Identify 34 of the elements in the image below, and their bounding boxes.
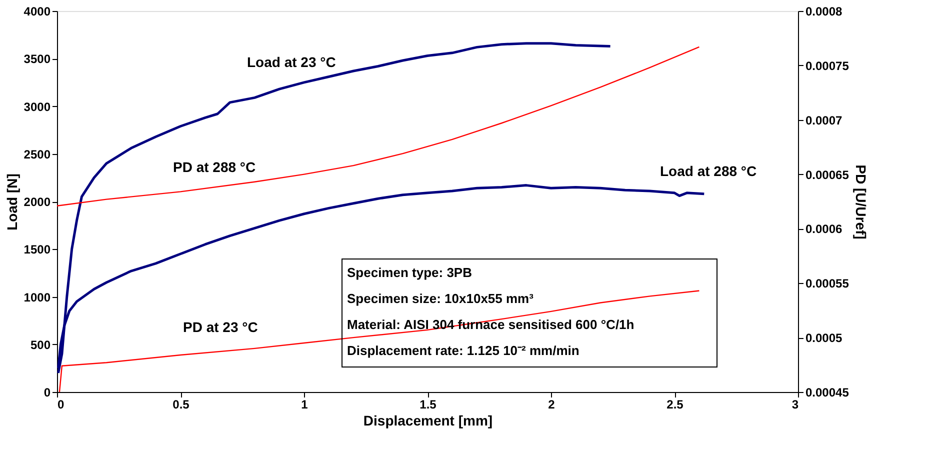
y2-tick-label: 0.0008 — [806, 4, 843, 18]
y2-tick-label: 0.00055 — [806, 276, 850, 291]
annotation: Displacement rate: 1.125 10⁻² mm/min — [347, 343, 580, 358]
annotation: PD at 288 °C — [173, 159, 256, 175]
annotation: PD at 23 °C — [183, 319, 258, 335]
y2-tick-label: 0.0005 — [806, 331, 843, 346]
y-tick-label: 1000 — [24, 290, 51, 304]
annotation: Specimen size: 10x10x55 mm³ — [347, 291, 534, 306]
y-tick-label: 3000 — [24, 100, 51, 114]
x-tick-label: 2 — [548, 398, 556, 412]
y2-tick-label: 0.0006 — [806, 222, 843, 236]
x-tick-label: 2.5 — [666, 398, 684, 412]
annotation: Load at 288 °C — [660, 163, 757, 179]
y-tick-label: 0 — [44, 386, 51, 400]
y-tick-label: 3500 — [24, 52, 51, 66]
y2-tick-label: 0.00065 — [806, 168, 850, 182]
y-tick-label: 500 — [30, 338, 51, 352]
y2-tick-label: 0.00045 — [806, 386, 850, 400]
x-tick-label: 1 — [301, 398, 308, 412]
y2-tick-label: 0.00075 — [806, 58, 850, 73]
annotation: Specimen type: 3PB — [347, 265, 472, 280]
y-tick-label: 4000 — [24, 4, 51, 18]
x-tick-label: 3 — [792, 398, 799, 412]
y-tick-label: 2000 — [24, 195, 51, 209]
annotation: Load at 23 °C — [247, 54, 336, 70]
y2-axis-title: PD [U/Uref] — [852, 164, 869, 240]
y2-tick-label: 0.0007 — [806, 113, 843, 128]
y-tick-label: 1500 — [24, 242, 51, 257]
x-tick-label: 0.5 — [172, 398, 190, 412]
y-tick-label: 2500 — [24, 147, 51, 162]
x-tick-label: 1.5 — [420, 398, 437, 412]
y-axis-title: Load [N] — [4, 174, 20, 230]
x-tick-label: 0 — [58, 398, 64, 412]
x-axis-title: Displacement [mm] — [363, 412, 493, 428]
